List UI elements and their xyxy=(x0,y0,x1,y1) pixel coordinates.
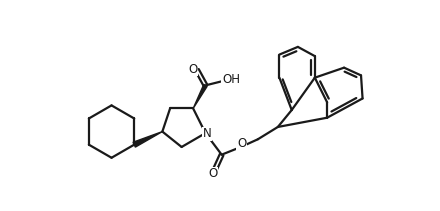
Text: O: O xyxy=(188,63,198,76)
Polygon shape xyxy=(133,132,162,147)
Text: O: O xyxy=(237,137,246,150)
Text: OH: OH xyxy=(222,73,240,87)
Text: O: O xyxy=(209,168,218,180)
Text: N: N xyxy=(203,127,211,140)
Polygon shape xyxy=(193,84,207,108)
